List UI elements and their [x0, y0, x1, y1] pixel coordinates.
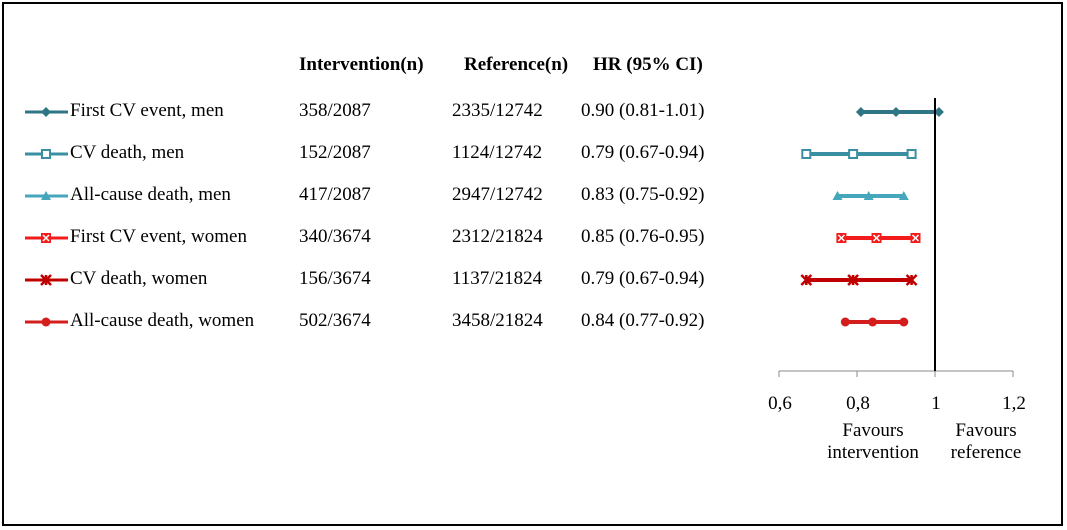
- ci-lower-marker: [800, 274, 813, 286]
- row-label: CV death, women: [70, 268, 208, 289]
- ci-lower-marker: [832, 191, 843, 200]
- legend-key-marker: [41, 191, 51, 200]
- row-intervention-count: 417/2087: [299, 184, 371, 205]
- ci-upper-marker: [910, 233, 921, 243]
- row-hr-text: 0.85 (0.76-0.95): [581, 226, 705, 247]
- row-label: All-cause death, women: [70, 310, 255, 331]
- x-tick-label: 0,8: [846, 393, 870, 414]
- row-intervention-count: 156/3674: [299, 268, 371, 289]
- annotation-favours-intervention-line2: intervention: [827, 442, 919, 463]
- row-intervention-count: 340/3674: [299, 226, 371, 247]
- annotation-favours-reference-line2: reference: [950, 442, 1022, 463]
- legend-key-marker: [40, 274, 52, 286]
- row-hr-text: 0.79 (0.67-0.94): [581, 142, 705, 163]
- row-label: All-cause death, men: [70, 184, 231, 205]
- row-reference-count: 1124/12742: [452, 142, 543, 163]
- header-intervention: Intervention(n): [299, 54, 424, 75]
- hr-point-marker: [848, 149, 859, 159]
- legend-key-marker: [41, 107, 51, 117]
- row-reference-count: 1137/21824: [452, 268, 543, 289]
- hr-point-marker: [868, 317, 878, 327]
- row-reference-count: 2335/12742: [452, 100, 543, 121]
- ci-upper-marker: [899, 317, 909, 327]
- ci-lower-marker: [836, 233, 847, 243]
- ci-lower-marker: [855, 107, 866, 117]
- row-reference-count: 3458/21824: [452, 310, 543, 331]
- ci-upper-marker: [906, 149, 917, 159]
- legend-key-marker: [41, 149, 51, 159]
- ci-upper-marker: [905, 274, 918, 286]
- row-label: First CV event, women: [70, 226, 247, 247]
- ci-upper-marker: [933, 107, 944, 117]
- ci-upper-marker: [898, 191, 909, 200]
- header-reference: Reference(n): [464, 54, 569, 75]
- row-intervention-count: 358/2087: [299, 100, 371, 121]
- row-hr-text: 0.79 (0.67-0.94): [581, 268, 705, 289]
- hr-point-marker: [891, 107, 901, 117]
- hr-point-marker: [847, 274, 859, 286]
- ci-lower-marker: [840, 317, 850, 327]
- x-tick-label: 1: [931, 393, 941, 414]
- annotation-favours-reference-line1: Favours: [955, 420, 1017, 441]
- hr-point-marker: [871, 233, 882, 243]
- row-hr-text: 0.84 (0.77-0.92): [581, 310, 705, 331]
- row-hr-text: 0.90 (0.81-1.01): [581, 100, 705, 121]
- legend-key-marker: [41, 233, 51, 243]
- ci-lower-marker: [801, 149, 812, 159]
- x-tick-label: 1,2: [1002, 393, 1026, 414]
- row-intervention-count: 502/3674: [299, 310, 371, 331]
- header-hr: HR (95% CI): [593, 54, 703, 75]
- row-intervention-count: 152/2087: [299, 142, 371, 163]
- hr-point-marker: [863, 191, 874, 200]
- row-label: First CV event, men: [70, 100, 224, 121]
- x-tick-label: 0,6: [768, 393, 792, 414]
- annotation-favours-intervention-line1: Favours: [842, 420, 904, 441]
- row-hr-text: 0.83 (0.75-0.92): [581, 184, 705, 205]
- row-reference-count: 2312/21824: [452, 226, 543, 247]
- row-reference-count: 2947/12742: [452, 184, 543, 205]
- row-label: CV death, men: [70, 142, 185, 163]
- legend-key-marker: [41, 317, 51, 327]
